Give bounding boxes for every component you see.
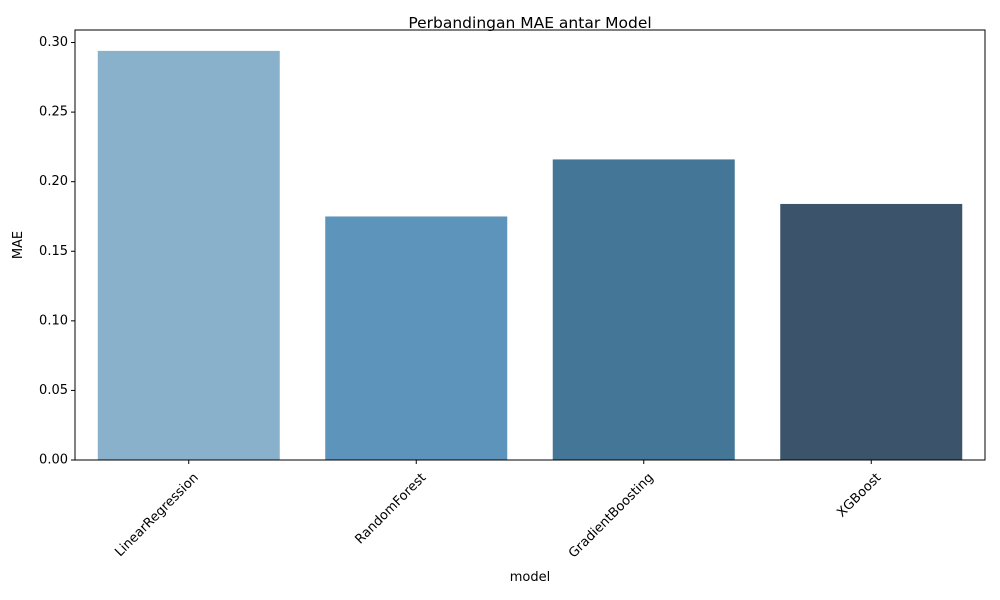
y-axis-title: MAE [11, 231, 26, 259]
bar-linearregression [97, 50, 280, 461]
y-tick-label: 0.30 [39, 35, 68, 50]
x-axis-title: model [510, 570, 550, 585]
bars-group [97, 50, 963, 461]
plot-frame [74, 29, 986, 461]
bar-xgboost [780, 203, 963, 460]
x-tick-label: LinearRegression [112, 470, 201, 559]
bar-gradientboosting [552, 159, 735, 460]
x-tick-label: XGBoost [834, 470, 884, 520]
y-tick-label: 0.00 [39, 453, 68, 468]
bar-randomforest [325, 216, 508, 460]
x-axis: LinearRegression RandomForest GradientBoos… [112, 460, 884, 561]
chart-title: Perbandingan MAE antar Model [408, 14, 651, 32]
y-tick-label: 0.10 [39, 313, 68, 328]
y-tick-label: 0.05 [39, 383, 68, 398]
x-tick-label: RandomForest [352, 470, 429, 547]
y-tick-label: 0.15 [39, 244, 68, 259]
y-tick-label: 0.20 [39, 174, 68, 189]
y-tick-label: 0.25 [39, 105, 68, 120]
y-axis: 0.00 0.05 0.10 0.15 0.20 0.25 0.30 [39, 35, 75, 468]
x-tick-label: GradientBoosting [566, 470, 657, 561]
